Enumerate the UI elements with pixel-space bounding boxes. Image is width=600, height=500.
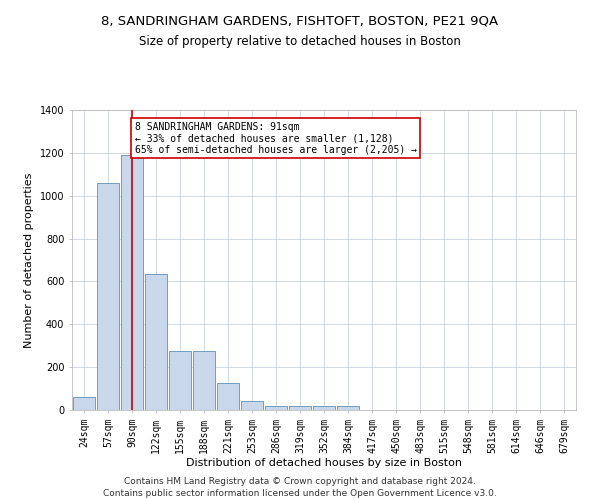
Bar bbox=[337, 406, 359, 410]
Bar bbox=[145, 274, 167, 410]
Text: 8 SANDRINGHAM GARDENS: 91sqm
← 33% of detached houses are smaller (1,128)
65% of: 8 SANDRINGHAM GARDENS: 91sqm ← 33% of de… bbox=[135, 122, 417, 155]
X-axis label: Distribution of detached houses by size in Boston: Distribution of detached houses by size … bbox=[186, 458, 462, 468]
Bar bbox=[97, 183, 119, 410]
Text: Contains HM Land Registry data © Crown copyright and database right 2024.
Contai: Contains HM Land Registry data © Crown c… bbox=[103, 476, 497, 498]
Bar bbox=[217, 383, 239, 410]
Bar bbox=[169, 351, 191, 410]
Text: 8, SANDRINGHAM GARDENS, FISHTOFT, BOSTON, PE21 9QA: 8, SANDRINGHAM GARDENS, FISHTOFT, BOSTON… bbox=[101, 15, 499, 28]
Bar bbox=[289, 406, 311, 410]
Bar bbox=[121, 155, 143, 410]
Bar bbox=[265, 406, 287, 410]
Bar bbox=[241, 402, 263, 410]
Y-axis label: Number of detached properties: Number of detached properties bbox=[24, 172, 34, 348]
Text: Size of property relative to detached houses in Boston: Size of property relative to detached ho… bbox=[139, 35, 461, 48]
Bar bbox=[73, 397, 95, 410]
Bar bbox=[313, 406, 335, 410]
Bar bbox=[193, 351, 215, 410]
